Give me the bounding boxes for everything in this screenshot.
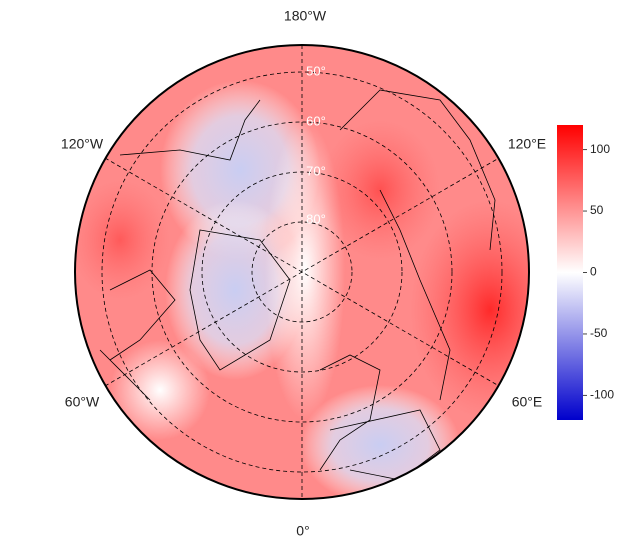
colorbar-tick-label: 100	[590, 142, 610, 156]
colorbar-tick-label: -100	[590, 388, 614, 402]
map-border	[74, 44, 530, 500]
colorbar-tick-label: 50	[590, 203, 604, 217]
latitude-label: 70°	[306, 163, 326, 178]
latitude-label: 60°	[306, 113, 326, 128]
latitude-label: 50°	[306, 63, 326, 78]
longitude-label: 120°E	[508, 136, 546, 152]
longitude-label: 180°W	[284, 8, 327, 24]
longitude-label: 0°	[296, 523, 309, 539]
longitude-label: 120°W	[61, 136, 104, 152]
longitude-label: 60°E	[512, 394, 543, 410]
colorbar-tick-label: 0	[590, 265, 597, 279]
field	[75, 45, 529, 499]
longitude-label: 60°W	[65, 394, 100, 410]
latitude-label: 80°	[306, 211, 326, 226]
colorbar-tick-label: -50	[590, 326, 608, 340]
colorbar	[557, 125, 583, 420]
